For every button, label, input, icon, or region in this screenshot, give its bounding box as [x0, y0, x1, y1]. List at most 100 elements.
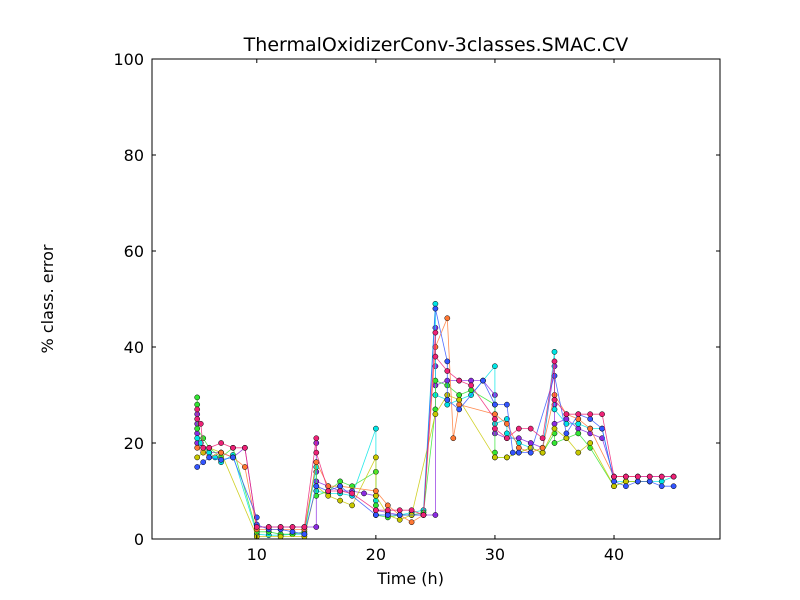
- data-point: [456, 396, 463, 403]
- data-point: [206, 444, 213, 451]
- data-point: [515, 444, 522, 451]
- data-point: [194, 435, 201, 442]
- data-point: [194, 416, 201, 422]
- data-point: [206, 449, 213, 456]
- data-point: [242, 464, 248, 470]
- data-point: [515, 449, 522, 456]
- data-point: [563, 411, 570, 418]
- data-point: [563, 420, 570, 427]
- data-point: [432, 512, 439, 518]
- data-point: [194, 406, 201, 413]
- data-point: [337, 488, 343, 494]
- data-point: [658, 478, 665, 485]
- data-point: [230, 454, 236, 461]
- data-point: [194, 464, 201, 470]
- data-point: [551, 440, 558, 446]
- data-point: [492, 401, 498, 408]
- data-point: [396, 512, 403, 518]
- data-point: [432, 377, 439, 384]
- data-point: [218, 456, 224, 463]
- data-point: [456, 392, 463, 398]
- x-tick-label: 20: [366, 545, 386, 564]
- data-point: [444, 315, 451, 322]
- data-point: [200, 435, 207, 442]
- data-point: [450, 435, 457, 442]
- data-point: [646, 473, 653, 480]
- data-point: [444, 396, 451, 403]
- data-point: [575, 449, 582, 456]
- data-point: [670, 473, 677, 480]
- data-point: [670, 483, 677, 490]
- data-point: [384, 507, 391, 514]
- data-point: [253, 524, 260, 530]
- data-point: [551, 358, 558, 365]
- data-point: [658, 473, 665, 480]
- y-tick-label: 80: [124, 146, 144, 165]
- data-point: [527, 449, 534, 456]
- data-point: [492, 454, 498, 461]
- data-point: [289, 528, 296, 535]
- data-point: [384, 512, 391, 518]
- data-point: [587, 425, 594, 432]
- series-line: [196, 318, 638, 530]
- data-point: [373, 502, 379, 509]
- data-point: [539, 449, 546, 456]
- data-point: [563, 416, 570, 422]
- data-point: [504, 401, 510, 408]
- data-point: [444, 368, 451, 374]
- data-point: [623, 473, 629, 480]
- data-point: [373, 492, 379, 499]
- data-point: [396, 516, 403, 523]
- data-point: [515, 435, 522, 442]
- data-point: [337, 483, 343, 490]
- data-point: [337, 497, 343, 504]
- data-point: [539, 435, 546, 442]
- data-point: [456, 401, 463, 408]
- data-point: [337, 478, 343, 485]
- data-point: [504, 435, 510, 442]
- data-point: [432, 329, 439, 336]
- data-point: [504, 454, 510, 461]
- data-point: [218, 440, 224, 446]
- markers-layer: [194, 300, 677, 540]
- data-point: [658, 483, 665, 490]
- data-point: [373, 454, 379, 461]
- data-point: [313, 483, 320, 490]
- data-point: [575, 411, 582, 418]
- y-tick-label: 100: [113, 50, 144, 69]
- data-point: [634, 478, 641, 485]
- data-point: [432, 305, 439, 312]
- data-point: [492, 363, 498, 370]
- data-point: [194, 401, 201, 408]
- data-point: [373, 425, 379, 432]
- y-tick-label: 0: [134, 530, 144, 549]
- data-point: [551, 348, 558, 355]
- data-point: [194, 454, 201, 461]
- data-point: [396, 507, 403, 514]
- ticks-layer: 10 20 30 40 0 20 40 60 80 100: [113, 50, 720, 564]
- data-point: [599, 435, 605, 442]
- data-point: [587, 416, 594, 422]
- data-point: [504, 430, 510, 437]
- data-point: [301, 524, 308, 530]
- data-point: [468, 382, 474, 389]
- data-point: [551, 420, 558, 427]
- data-point: [313, 449, 320, 456]
- data-point: [301, 531, 308, 538]
- data-point: [277, 524, 284, 530]
- plot-frame: [151, 58, 721, 540]
- x-axis-label: Time (h): [376, 569, 444, 588]
- data-point: [587, 411, 594, 418]
- data-point: [480, 377, 486, 384]
- data-point: [432, 411, 439, 418]
- data-point: [509, 449, 516, 456]
- data-point: [325, 488, 332, 494]
- data-point: [468, 377, 474, 384]
- data-point: [646, 478, 653, 485]
- data-point: [623, 478, 629, 485]
- x-tick-label: 40: [604, 545, 624, 564]
- data-point: [313, 435, 320, 442]
- data-point: [349, 502, 355, 509]
- data-point: [194, 394, 201, 401]
- data-point: [623, 483, 629, 490]
